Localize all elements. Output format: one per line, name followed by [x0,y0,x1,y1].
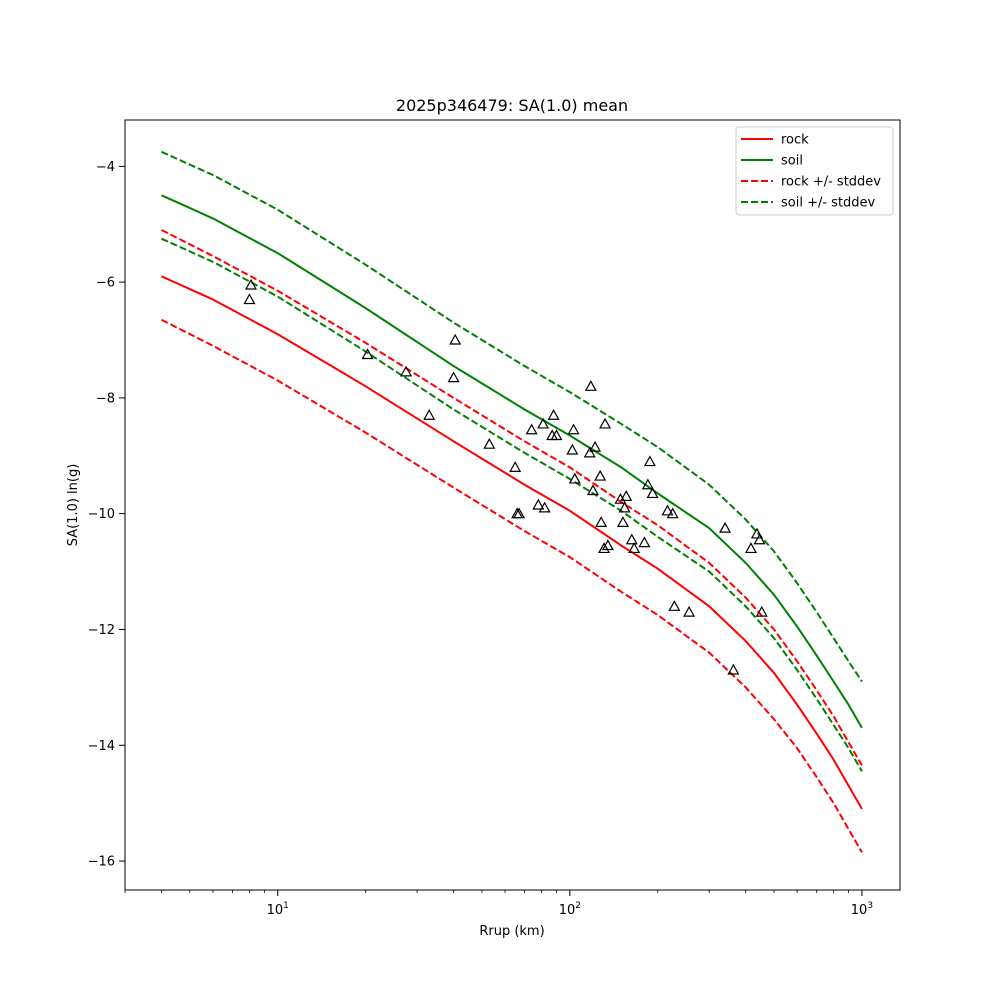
data-point [595,516,608,527]
data-point [598,542,611,554]
data-point [525,423,538,435]
data-point [547,409,560,420]
data-point [641,478,654,490]
data-point [599,417,612,429]
series-layer [161,150,863,853]
legend-label: soil [781,154,803,169]
data-point [666,507,679,519]
legend-label: soil +/- stddev [781,196,876,211]
y-tick-label: −8 [96,391,115,406]
y-tick-label: −12 [88,623,115,638]
data-point [567,423,580,435]
data-point [509,461,522,472]
data-point [447,371,460,383]
data-point [625,533,638,545]
data-point [646,487,659,499]
x-tick-label: 101 [267,901,289,918]
y-axis: −4 −6 −8 −10 −12 −14 −16 [88,160,125,870]
data-point [616,516,629,527]
data-point [638,536,651,548]
chart-title: 2025p346479: SA(1.0) mean [396,96,628,115]
data-point [614,492,627,504]
data-point [620,490,633,501]
series-line-0 [161,275,863,810]
y-tick-label: −10 [88,507,115,522]
data-point [661,504,674,516]
data-point [643,455,656,467]
y-axis-title: SA(1.0) ln(g) [66,464,81,547]
data-point [566,443,579,455]
data-point [537,417,550,429]
data-point [744,542,757,554]
data-point [584,380,597,391]
data-point [568,472,581,484]
data-point [586,484,599,496]
x-axis-title: Rrup (km) [479,924,544,939]
plot-frame [124,119,901,891]
y-tick-label: −16 [88,855,115,870]
data-point [618,501,631,513]
data-point [755,605,768,617]
data-point [750,527,763,539]
data-point [753,533,766,545]
data-point [532,498,545,510]
data-point [589,440,602,452]
plot-area [124,119,901,891]
data-point [538,501,551,513]
x-axis: 101 102 103 [124,890,873,918]
legend-label: rock [781,133,809,148]
legend-box [735,126,894,216]
x-tick-label: 102 [559,901,581,918]
y-tick-label: −4 [96,160,115,175]
x-tick-label: 103 [851,901,873,918]
data-point [243,293,256,305]
data-point [594,469,607,481]
y-tick-label: −6 [96,276,115,291]
data-point [583,446,596,458]
legend-label: rock +/- stddev [781,175,881,190]
data-point [400,365,413,377]
data-point [513,507,526,519]
data-point [361,348,374,360]
data-point [423,409,436,420]
points-layer [243,278,768,675]
data-point [601,539,614,551]
data-point [244,278,258,290]
data-point [683,605,696,617]
data-point [449,333,462,345]
data-point [628,542,641,554]
data-point [719,521,732,533]
data-point [550,429,563,441]
data-point [483,437,496,449]
legend: rock soil rock +/- stddev soil +/- stddev [735,126,894,216]
y-tick-label: −14 [88,739,115,754]
data-point [727,663,740,675]
series-line-3 [161,318,863,853]
data-point [668,600,681,611]
series-line-1 [161,194,863,729]
